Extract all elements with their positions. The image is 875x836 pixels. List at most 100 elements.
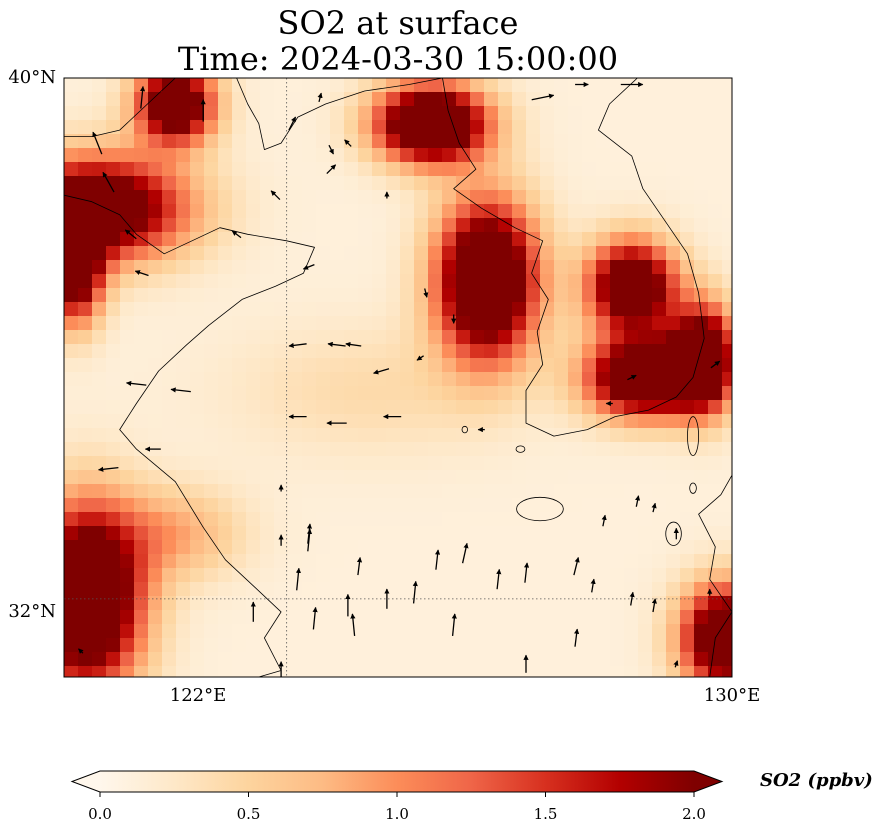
- field-cell: [232, 582, 247, 597]
- field-cell: [554, 120, 569, 135]
- field-cell: [708, 134, 723, 149]
- field-cell: [190, 610, 205, 625]
- field-cell: [204, 218, 219, 233]
- field-cell: [148, 400, 163, 415]
- wind-arrow: [302, 263, 315, 270]
- field-cell: [680, 666, 695, 677]
- field-cell: [554, 596, 569, 611]
- field-cell: [204, 358, 219, 373]
- field-cell: [484, 568, 499, 583]
- field-cell: [666, 498, 681, 513]
- field-cell: [232, 386, 247, 401]
- field-cell: [470, 666, 485, 677]
- field-cell: [400, 120, 415, 135]
- field-cell: [64, 302, 79, 317]
- field-cell: [358, 652, 373, 667]
- field-cell: [372, 456, 387, 471]
- field-cell: [344, 652, 359, 667]
- field-cell: [344, 106, 359, 121]
- field-cell: [330, 498, 345, 513]
- field-cell: [652, 456, 667, 471]
- field-cell: [344, 470, 359, 485]
- field-cell: [358, 106, 373, 121]
- field-cell: [428, 92, 443, 107]
- field-cell: [190, 400, 205, 415]
- field-cell: [92, 120, 107, 135]
- field-cell: [638, 274, 653, 289]
- field-cell: [78, 414, 93, 429]
- field-cell: [638, 456, 653, 471]
- field-cell: [148, 316, 163, 331]
- field-cell: [372, 344, 387, 359]
- field-cell: [288, 358, 303, 373]
- wind-arrow: [496, 568, 502, 590]
- field-cell: [582, 610, 597, 625]
- field-cell: [204, 274, 219, 289]
- field-cell: [722, 218, 732, 233]
- field-cell: [274, 232, 289, 247]
- field-cell: [680, 190, 695, 205]
- field-cell: [512, 288, 527, 303]
- field-cell: [344, 666, 359, 677]
- field-cell: [582, 484, 597, 499]
- field-cell: [134, 344, 149, 359]
- field-cell: [666, 554, 681, 569]
- field-cell: [162, 120, 177, 135]
- field-cell: [414, 582, 429, 597]
- field-cell: [288, 302, 303, 317]
- wind-arrow: [627, 374, 637, 381]
- field-cell: [498, 106, 513, 121]
- colorbar-extend-low: [72, 771, 100, 792]
- field-cell: [316, 526, 331, 541]
- field-cell: [540, 92, 555, 107]
- field-cell: [582, 666, 597, 677]
- field-cell: [190, 302, 205, 317]
- field-cell: [512, 624, 527, 639]
- field-cell: [540, 330, 555, 345]
- field-cell: [358, 302, 373, 317]
- field-cell: [92, 386, 107, 401]
- field-cell: [204, 526, 219, 541]
- field-cell: [456, 582, 471, 597]
- field-cell: [78, 554, 93, 569]
- field-cell: [92, 428, 107, 443]
- field-cell: [204, 554, 219, 569]
- field-cell: [512, 260, 527, 275]
- field-cell: [512, 302, 527, 317]
- field-cell: [232, 414, 247, 429]
- field-cell: [414, 554, 429, 569]
- field-cell: [652, 414, 667, 429]
- field-cell: [414, 190, 429, 205]
- field-cell: [92, 414, 107, 429]
- field-cell: [316, 106, 331, 121]
- field-cell: [498, 330, 513, 345]
- field-cell: [260, 288, 275, 303]
- field-cell: [78, 232, 93, 247]
- wind-arrow: [288, 342, 307, 348]
- field-cell: [582, 232, 597, 247]
- field-cell: [680, 274, 695, 289]
- field-cell: [470, 92, 485, 107]
- field-cell: [652, 344, 667, 359]
- field-cell: [120, 92, 135, 107]
- field-cell: [134, 330, 149, 345]
- field-cell: [232, 610, 247, 625]
- field-cell: [246, 78, 261, 93]
- field-cell: [246, 344, 261, 359]
- field-cell: [372, 358, 387, 373]
- field-cell: [302, 484, 317, 499]
- field-cell: [568, 540, 583, 555]
- field-cell: [288, 274, 303, 289]
- field-cell: [344, 484, 359, 499]
- field-cell: [288, 456, 303, 471]
- island-outline: [461, 425, 468, 434]
- field-cell: [288, 400, 303, 415]
- field-cell: [456, 190, 471, 205]
- field-cell: [484, 204, 499, 219]
- field-cell: [582, 554, 597, 569]
- field-cell: [526, 568, 541, 583]
- field-cell: [568, 456, 583, 471]
- field-cell: [204, 92, 219, 107]
- field-cell: [120, 204, 135, 219]
- field-cell: [512, 190, 527, 205]
